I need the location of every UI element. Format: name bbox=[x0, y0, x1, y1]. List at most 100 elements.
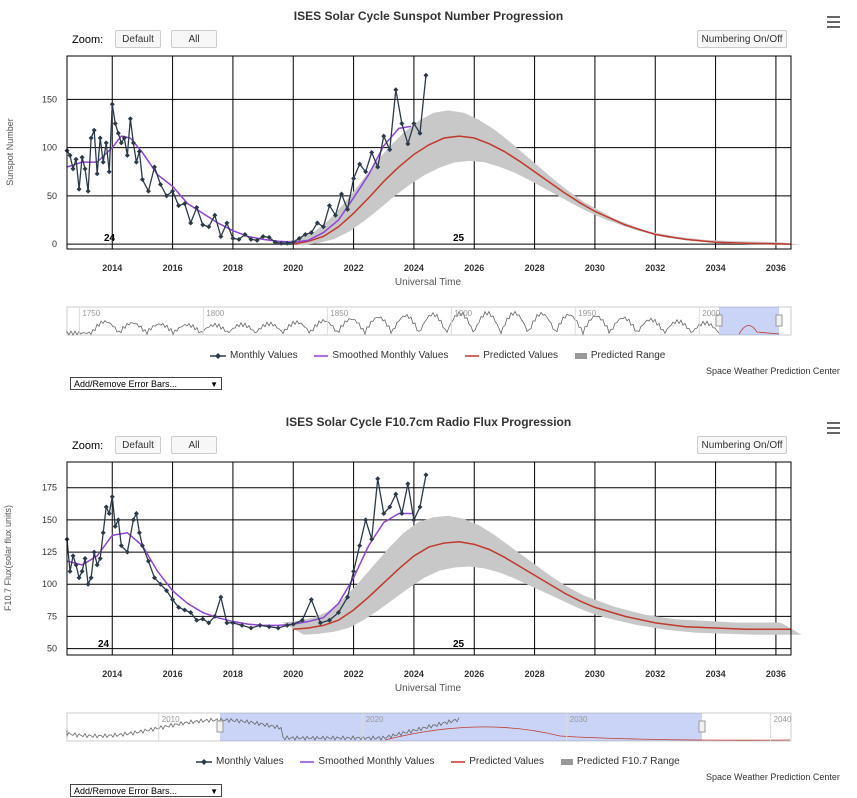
legend-monthly[interactable]: Monthly Values bbox=[210, 350, 298, 361]
monthly-data-point[interactable] bbox=[248, 236, 254, 242]
navigator[interactable]: 2010 2020 2030 2040 bbox=[0, 708, 857, 748]
monthly-data-point[interactable] bbox=[212, 212, 218, 218]
monthly-data-point[interactable] bbox=[124, 152, 130, 158]
monthly-data-point[interactable] bbox=[82, 556, 88, 561]
monthly-data-point[interactable] bbox=[336, 610, 341, 616]
monthly-data-point[interactable] bbox=[351, 568, 357, 574]
monthly-data-point[interactable] bbox=[85, 188, 91, 194]
monthly-data-point[interactable] bbox=[369, 536, 375, 542]
error-bars-select[interactable]: Add/Remove Error Bars... ▼ bbox=[70, 377, 222, 390]
monthly-data-point[interactable] bbox=[94, 171, 100, 177]
legend-range[interactable]: Predicted Range bbox=[574, 350, 665, 361]
zoom-default-button[interactable]: Default bbox=[115, 30, 161, 48]
monthly-data-point[interactable] bbox=[363, 169, 369, 175]
monthly-data-point[interactable] bbox=[218, 594, 224, 600]
monthly-data-point[interactable] bbox=[218, 233, 224, 239]
legend-smoothed[interactable]: Smoothed Monthly Values bbox=[300, 756, 435, 767]
monthly-data-point[interactable] bbox=[230, 620, 236, 626]
monthly-data-point[interactable] bbox=[130, 517, 136, 523]
monthly-data-point[interactable] bbox=[136, 149, 142, 155]
legend-predicted[interactable]: Predicted Values bbox=[465, 350, 559, 361]
monthly-data-point[interactable] bbox=[188, 610, 194, 616]
monthly-data-point[interactable] bbox=[399, 510, 405, 516]
monthly-data-point[interactable] bbox=[423, 472, 429, 478]
monthly-data-point[interactable] bbox=[381, 133, 387, 139]
monthly-data-point[interactable] bbox=[194, 617, 200, 623]
monthly-data-point[interactable] bbox=[82, 166, 88, 172]
monthly-data-point[interactable] bbox=[124, 549, 130, 555]
monthly-data-point[interactable] bbox=[67, 152, 73, 158]
monthly-data-point[interactable] bbox=[88, 135, 94, 141]
monthly-data-point[interactable] bbox=[97, 556, 103, 561]
monthly-data-point[interactable] bbox=[326, 203, 332, 209]
zoom-default-button[interactable]: Default bbox=[115, 436, 161, 454]
monthly-data-point[interactable] bbox=[332, 212, 338, 218]
monthly-data-point[interactable] bbox=[133, 510, 139, 516]
monthly-data-point[interactable] bbox=[417, 504, 423, 510]
monthly-data-point[interactable] bbox=[118, 140, 124, 146]
monthly-data-point[interactable] bbox=[70, 553, 76, 559]
monthly-data-point[interactable] bbox=[182, 607, 188, 613]
monthly-data-point[interactable] bbox=[357, 543, 363, 549]
monthly-data-point[interactable] bbox=[76, 186, 82, 192]
monthly-data-point[interactable] bbox=[170, 597, 176, 603]
monthly-data-point[interactable] bbox=[94, 562, 100, 568]
monthly-data-point[interactable] bbox=[145, 558, 151, 564]
monthly-data-point[interactable] bbox=[284, 240, 290, 246]
monthly-data-point[interactable] bbox=[387, 504, 393, 510]
monthly-data-point[interactable] bbox=[275, 625, 281, 631]
monthly-data-point[interactable] bbox=[182, 201, 188, 207]
monthly-data-point[interactable] bbox=[417, 130, 423, 136]
hamburger-menu-icon[interactable] bbox=[827, 16, 840, 28]
navigator-right-handle[interactable] bbox=[698, 720, 706, 733]
legend-range[interactable]: Predicted F10.7 Range bbox=[560, 756, 680, 767]
monthly-data-point[interactable] bbox=[290, 621, 296, 627]
monthly-data-point[interactable] bbox=[100, 159, 106, 165]
monthly-data-point[interactable] bbox=[73, 562, 79, 568]
monthly-data-point[interactable] bbox=[357, 161, 363, 167]
monthly-data-point[interactable] bbox=[239, 622, 245, 628]
monthly-data-point[interactable] bbox=[296, 235, 302, 241]
monthly-data-point[interactable] bbox=[393, 87, 399, 93]
legend-monthly[interactable]: Monthly Values bbox=[196, 756, 284, 767]
monthly-data-point[interactable] bbox=[85, 581, 91, 587]
monthly-data-point[interactable] bbox=[70, 166, 76, 172]
monthly-data-point[interactable] bbox=[242, 232, 248, 238]
monthly-data-point[interactable] bbox=[224, 620, 230, 626]
monthly-data-point[interactable] bbox=[411, 121, 417, 127]
monthly-data-point[interactable] bbox=[236, 236, 242, 242]
monthly-data-point[interactable] bbox=[115, 517, 121, 523]
monthly-data-point[interactable] bbox=[112, 121, 118, 127]
navigator[interactable]: 1750 1800 1850 1900 1950 2000 bbox=[0, 302, 857, 342]
monthly-data-point[interactable] bbox=[139, 543, 145, 549]
monthly-data-point[interactable] bbox=[284, 622, 290, 628]
monthly-data-point[interactable] bbox=[106, 510, 112, 516]
numbering-toggle-button[interactable]: Numbering On/Off bbox=[697, 30, 787, 48]
navigator-selection[interactable] bbox=[719, 307, 779, 335]
monthly-data-point[interactable] bbox=[176, 203, 182, 209]
monthly-data-point[interactable] bbox=[266, 234, 272, 240]
monthly-data-point[interactable] bbox=[272, 239, 278, 245]
monthly-data-point[interactable] bbox=[290, 239, 296, 245]
monthly-data-point[interactable] bbox=[212, 613, 218, 619]
navigator-selection[interactable] bbox=[220, 713, 702, 741]
monthly-data-point[interactable] bbox=[320, 224, 326, 230]
monthly-data-point[interactable] bbox=[130, 140, 136, 146]
monthly-data-point[interactable] bbox=[170, 188, 176, 194]
monthly-data-point[interactable] bbox=[67, 568, 73, 574]
monthly-data-point[interactable] bbox=[164, 193, 170, 199]
monthly-data-point[interactable] bbox=[257, 622, 263, 628]
monthly-data-point[interactable] bbox=[345, 206, 351, 212]
error-bars-select[interactable]: Add/Remove Error Bars... ▼ bbox=[70, 784, 222, 797]
monthly-data-point[interactable] bbox=[308, 597, 314, 603]
monthly-data-point[interactable] bbox=[118, 543, 124, 549]
monthly-data-point[interactable] bbox=[351, 176, 357, 182]
monthly-data-point[interactable] bbox=[88, 575, 94, 581]
monthly-data-point[interactable] bbox=[248, 625, 254, 631]
monthly-data-point[interactable] bbox=[326, 617, 332, 623]
monthly-data-point[interactable] bbox=[411, 517, 417, 523]
monthly-data-point[interactable] bbox=[266, 624, 272, 630]
monthly-data-point[interactable] bbox=[164, 588, 170, 594]
monthly-data-point[interactable] bbox=[133, 159, 139, 165]
monthly-data-point[interactable] bbox=[423, 72, 429, 78]
